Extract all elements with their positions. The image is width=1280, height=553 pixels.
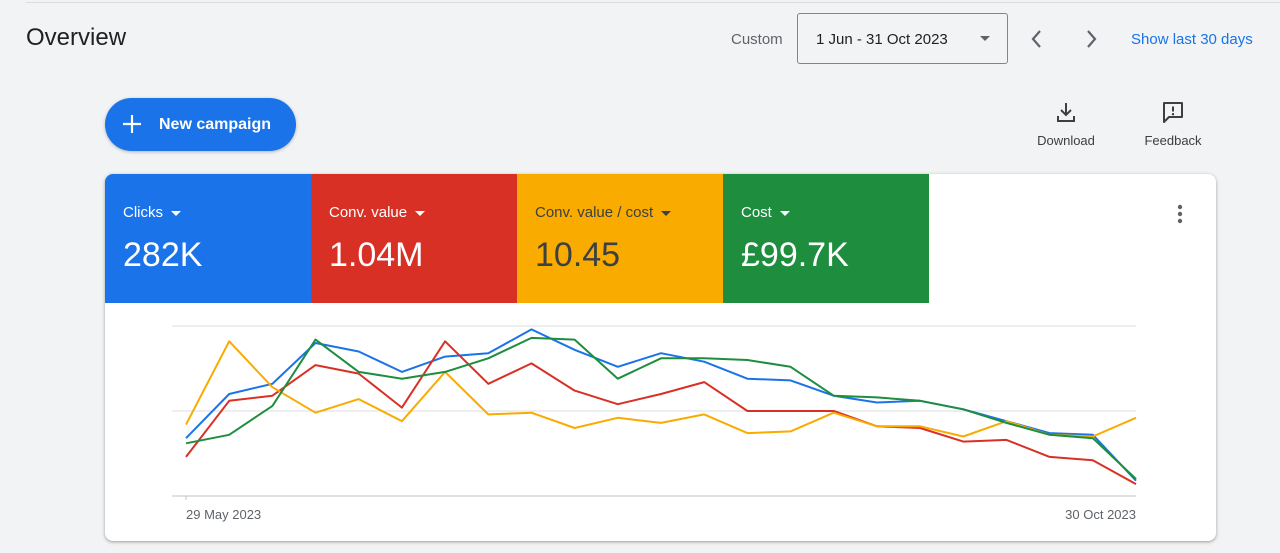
feedback-button[interactable]: Feedback xyxy=(1133,100,1213,148)
metric-label: Conv. value xyxy=(329,204,426,221)
new-campaign-label: New campaign xyxy=(159,116,272,133)
feedback-icon xyxy=(1163,102,1183,123)
feedback-label: Feedback xyxy=(1144,133,1202,148)
download-button[interactable]: Download xyxy=(1026,100,1106,148)
dropdown-caret-icon xyxy=(661,210,672,216)
performance-chart-card: Clicks 282K Conv. value 1.04M Conv. valu… xyxy=(105,174,1216,541)
chevron-right-icon xyxy=(1087,30,1097,48)
more-vert-icon xyxy=(1177,204,1183,224)
series-line-conv-value xyxy=(185,340,1137,485)
metric-label: Cost xyxy=(741,204,790,221)
metric-tile-conv-value[interactable]: Conv. value 1.04M xyxy=(311,174,517,303)
line-chart: 29 May 2023 30 Oct 2023 xyxy=(172,325,1137,522)
page-title: Overview xyxy=(26,24,127,51)
series-line-conv-value-cost xyxy=(185,340,1137,438)
metric-tile-conv-value-cost[interactable]: Conv. value / cost 10.45 xyxy=(517,174,723,303)
series-line-cost xyxy=(185,336,1137,480)
previous-period-button[interactable] xyxy=(1026,27,1048,51)
dropdown-caret-icon xyxy=(171,210,181,216)
metric-value: 10.45 xyxy=(535,236,621,274)
top-divider xyxy=(26,2,1280,3)
download-icon xyxy=(1057,103,1075,122)
metric-tile-clicks[interactable]: Clicks 282K xyxy=(105,174,311,303)
metric-value: 282K xyxy=(123,236,203,274)
dropdown-caret-icon xyxy=(779,210,790,216)
plus-icon xyxy=(123,115,141,133)
date-range-picker[interactable]: 1 Jun - 31 Oct 2023 xyxy=(797,13,1008,64)
show-last-30-days-link[interactable]: Show last 30 days xyxy=(1131,31,1253,48)
next-period-button[interactable] xyxy=(1080,27,1102,51)
x-axis-end-label: 30 Oct 2023 xyxy=(1065,507,1136,522)
date-range-type-label: Custom xyxy=(731,31,783,48)
metric-label: Conv. value / cost xyxy=(535,204,672,221)
dropdown-caret-icon xyxy=(415,210,426,216)
metric-value: 1.04M xyxy=(329,236,424,274)
series-line-clicks xyxy=(185,328,1137,482)
metric-value: £99.7K xyxy=(741,236,849,274)
date-range-value: 1 Jun - 31 Oct 2023 xyxy=(816,31,948,48)
chevron-left-icon xyxy=(1031,30,1041,48)
x-axis-start-label: 29 May 2023 xyxy=(186,507,261,522)
dropdown-caret-icon xyxy=(980,36,990,41)
download-label: Download xyxy=(1037,133,1095,148)
new-campaign-button[interactable]: New campaign xyxy=(105,98,296,151)
metric-tile-cost[interactable]: Cost £99.7K xyxy=(723,174,929,303)
metric-label: Clicks xyxy=(123,204,181,221)
more-options-button[interactable] xyxy=(1170,202,1190,226)
